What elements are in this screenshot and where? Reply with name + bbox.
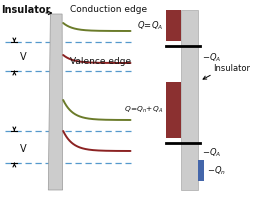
Text: Conduction edge: Conduction edge (70, 5, 147, 14)
Bar (166, 10, 181, 41)
Polygon shape (48, 14, 63, 190)
Bar (181, 10, 198, 190)
Text: $Q\!=\!Q_n\!+\!Q_A$: $Q\!=\!Q_n\!+\!Q_A$ (124, 105, 163, 115)
Text: $Q\!=\!Q_A$: $Q\!=\!Q_A$ (137, 19, 163, 32)
Text: V: V (20, 144, 26, 154)
Text: Valence edge: Valence edge (70, 57, 132, 66)
Text: $-Q_n$: $-Q_n$ (207, 164, 227, 177)
Bar (198, 160, 204, 181)
Bar (166, 82, 181, 138)
Text: $-Q_A$: $-Q_A$ (202, 146, 222, 159)
Text: Insulator: Insulator (213, 64, 251, 73)
Text: Insulator: Insulator (1, 5, 51, 15)
Text: $-Q_A$: $-Q_A$ (202, 52, 222, 64)
Text: V: V (20, 52, 26, 62)
